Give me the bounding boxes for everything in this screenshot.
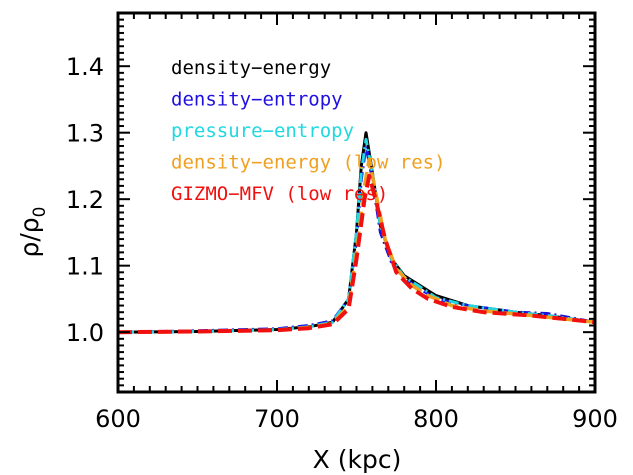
legend-entry-3: density−energy (low res) xyxy=(171,152,446,174)
y-axis-label-group: ρ/ρ0 xyxy=(15,207,50,258)
x-axis-label: X (kpc) xyxy=(313,445,402,474)
x-tick-label: 700 xyxy=(254,405,300,433)
x-tick-label: 900 xyxy=(572,405,618,433)
series-line-1 xyxy=(117,144,596,334)
y-axis-label: ρ/ρ0 xyxy=(15,207,50,258)
y-tick-label: 1.3 xyxy=(66,120,104,148)
series-layer xyxy=(117,131,596,335)
legend-entry-4: GIZMO−MFV (low res) xyxy=(171,183,388,205)
legend-entry-2: pressure−entropy xyxy=(171,120,354,142)
legend-entry-0: density−energy xyxy=(171,57,331,79)
axes-layer: 600 700 800 900 1.0 1.1 1.2 1.3 1.4 xyxy=(66,11,618,433)
y-axis-label-main: ρ/ρ xyxy=(15,217,44,257)
legend: density−energy density−entropy pressure−en… xyxy=(171,57,446,205)
y-tick-label: 1.0 xyxy=(66,319,104,347)
y-axis-label-subscript: 0 xyxy=(30,207,50,218)
series-line-4 xyxy=(117,173,596,335)
legend-entry-1: density−entropy xyxy=(171,89,343,111)
y-tick-label: 1.1 xyxy=(66,253,104,281)
y-tick-label: 1.4 xyxy=(66,53,104,81)
y-tick-label: 1.2 xyxy=(66,186,104,214)
x-tick-label: 800 xyxy=(413,405,459,433)
x-tick-label: 600 xyxy=(95,405,141,433)
